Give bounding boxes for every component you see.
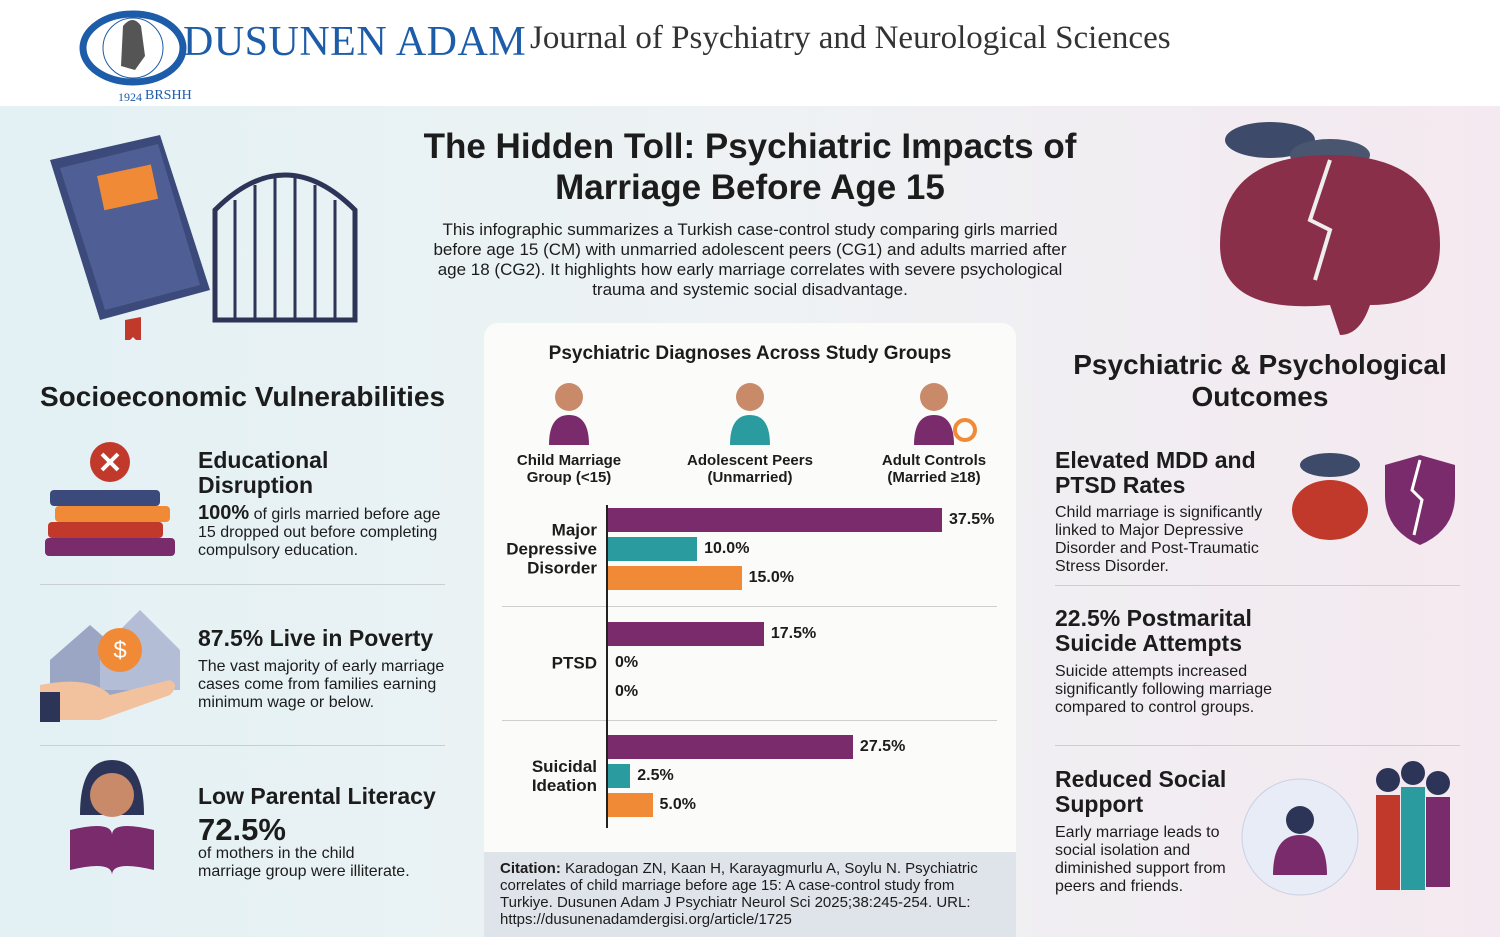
legend-entry: Adolescent Peers (Unmarried) — [687, 452, 813, 486]
value-label: 17.5% — [770, 624, 817, 642]
mdd-ptsd-icons — [1292, 453, 1455, 545]
group-separator — [502, 719, 997, 721]
item-heading: Low Parental Literacy — [198, 783, 436, 809]
item-stat: 100% — [198, 502, 250, 524]
bar — [608, 537, 698, 561]
brain-illustration — [1220, 122, 1440, 335]
value-label: 37.5% — [949, 511, 995, 528]
citation: Citation: Karadogan ZN, Kaan H, Karayagm… — [500, 860, 1000, 928]
axis-line — [606, 505, 608, 828]
item-text: The vast majority of early marriage case… — [198, 658, 445, 711]
category-label: Major Depressive Disorder — [506, 520, 597, 578]
citation-label: Citation: — [500, 860, 561, 877]
reader-icon — [70, 760, 154, 875]
value-label: 0% — [615, 653, 639, 671]
value-label: 10.0% — [704, 540, 750, 557]
divider — [1055, 745, 1460, 746]
logo-emblem — [79, 10, 187, 86]
journal-name: Journal of Psychiatry and Neurological S… — [530, 20, 1171, 56]
logo-name: DUSUNEN ADAM — [183, 19, 527, 65]
bar — [608, 566, 742, 590]
legend-entry: Adult Controls (Married ≥18) — [881, 452, 987, 486]
bar — [608, 735, 853, 760]
value-label: 2.5% — [637, 767, 674, 785]
logo-org: BRSHH — [145, 88, 192, 103]
item-text: 100% of girls married before age 15 drop… — [198, 502, 453, 560]
group-separator — [502, 605, 997, 607]
bar — [608, 793, 653, 818]
isolation-icon — [1241, 761, 1450, 896]
book-gate-illustration — [50, 135, 358, 340]
category-label: PTSD — [551, 653, 597, 673]
bar — [608, 508, 942, 532]
value-label: 0% — [615, 682, 639, 700]
poverty-icon: $ — [40, 610, 180, 722]
title: The Hidden Toll: Psychiatric Impacts of … — [423, 127, 1077, 207]
logo-year: 1924 — [118, 90, 142, 104]
intro: This infographic summarizes a Turkish ca… — [433, 220, 1067, 299]
category-label: Suicidal Ideation — [531, 757, 597, 796]
legend-entry: Child Marriage Group (<15) — [516, 452, 622, 486]
item-heading: Educational Disruption — [198, 447, 329, 498]
section-heading: Socioeconomic Vulnerabilities — [40, 381, 446, 412]
divider — [40, 745, 445, 746]
group-icons — [549, 383, 977, 445]
item-text: Suicide attempts increased significantly… — [1055, 663, 1272, 716]
chart-title: Psychiatric Diagnoses Across Study Group… — [548, 343, 952, 364]
item-text: Early marriage leads to social isolation… — [1055, 824, 1226, 895]
item-heading: 22.5% Postmarital Suicide Attempts — [1055, 605, 1252, 656]
divider — [1055, 585, 1460, 586]
divider — [40, 584, 445, 585]
citation-box — [484, 852, 1016, 937]
bar — [608, 764, 631, 789]
item-text: of girls married before age 15 dropped o… — [198, 506, 441, 559]
section-heading: Psychiatric & Psychological Outcomes — [1073, 349, 1447, 412]
svg-text:$: $ — [113, 637, 126, 664]
item-stat: 72.5% — [198, 812, 286, 847]
item-heading: Reduced Social Support — [1055, 766, 1227, 817]
item-heading: 87.5% Live in Poverty — [198, 625, 434, 651]
bar — [608, 621, 764, 646]
value-label: 5.0% — [659, 796, 696, 814]
item-heading: Elevated MDD and PTSD Rates — [1055, 447, 1256, 498]
item-text: Child marriage is significantly linked t… — [1055, 504, 1263, 575]
books-icon — [45, 442, 175, 556]
value-label: 27.5% — [859, 738, 906, 756]
item-text: of mothers in the child marriage group w… — [198, 845, 410, 880]
value-label: 15.0% — [748, 569, 794, 586]
citation-text: Karadogan ZN, Kaan H, Karayagmurlu A, So… — [500, 860, 978, 928]
header — [0, 0, 1500, 106]
